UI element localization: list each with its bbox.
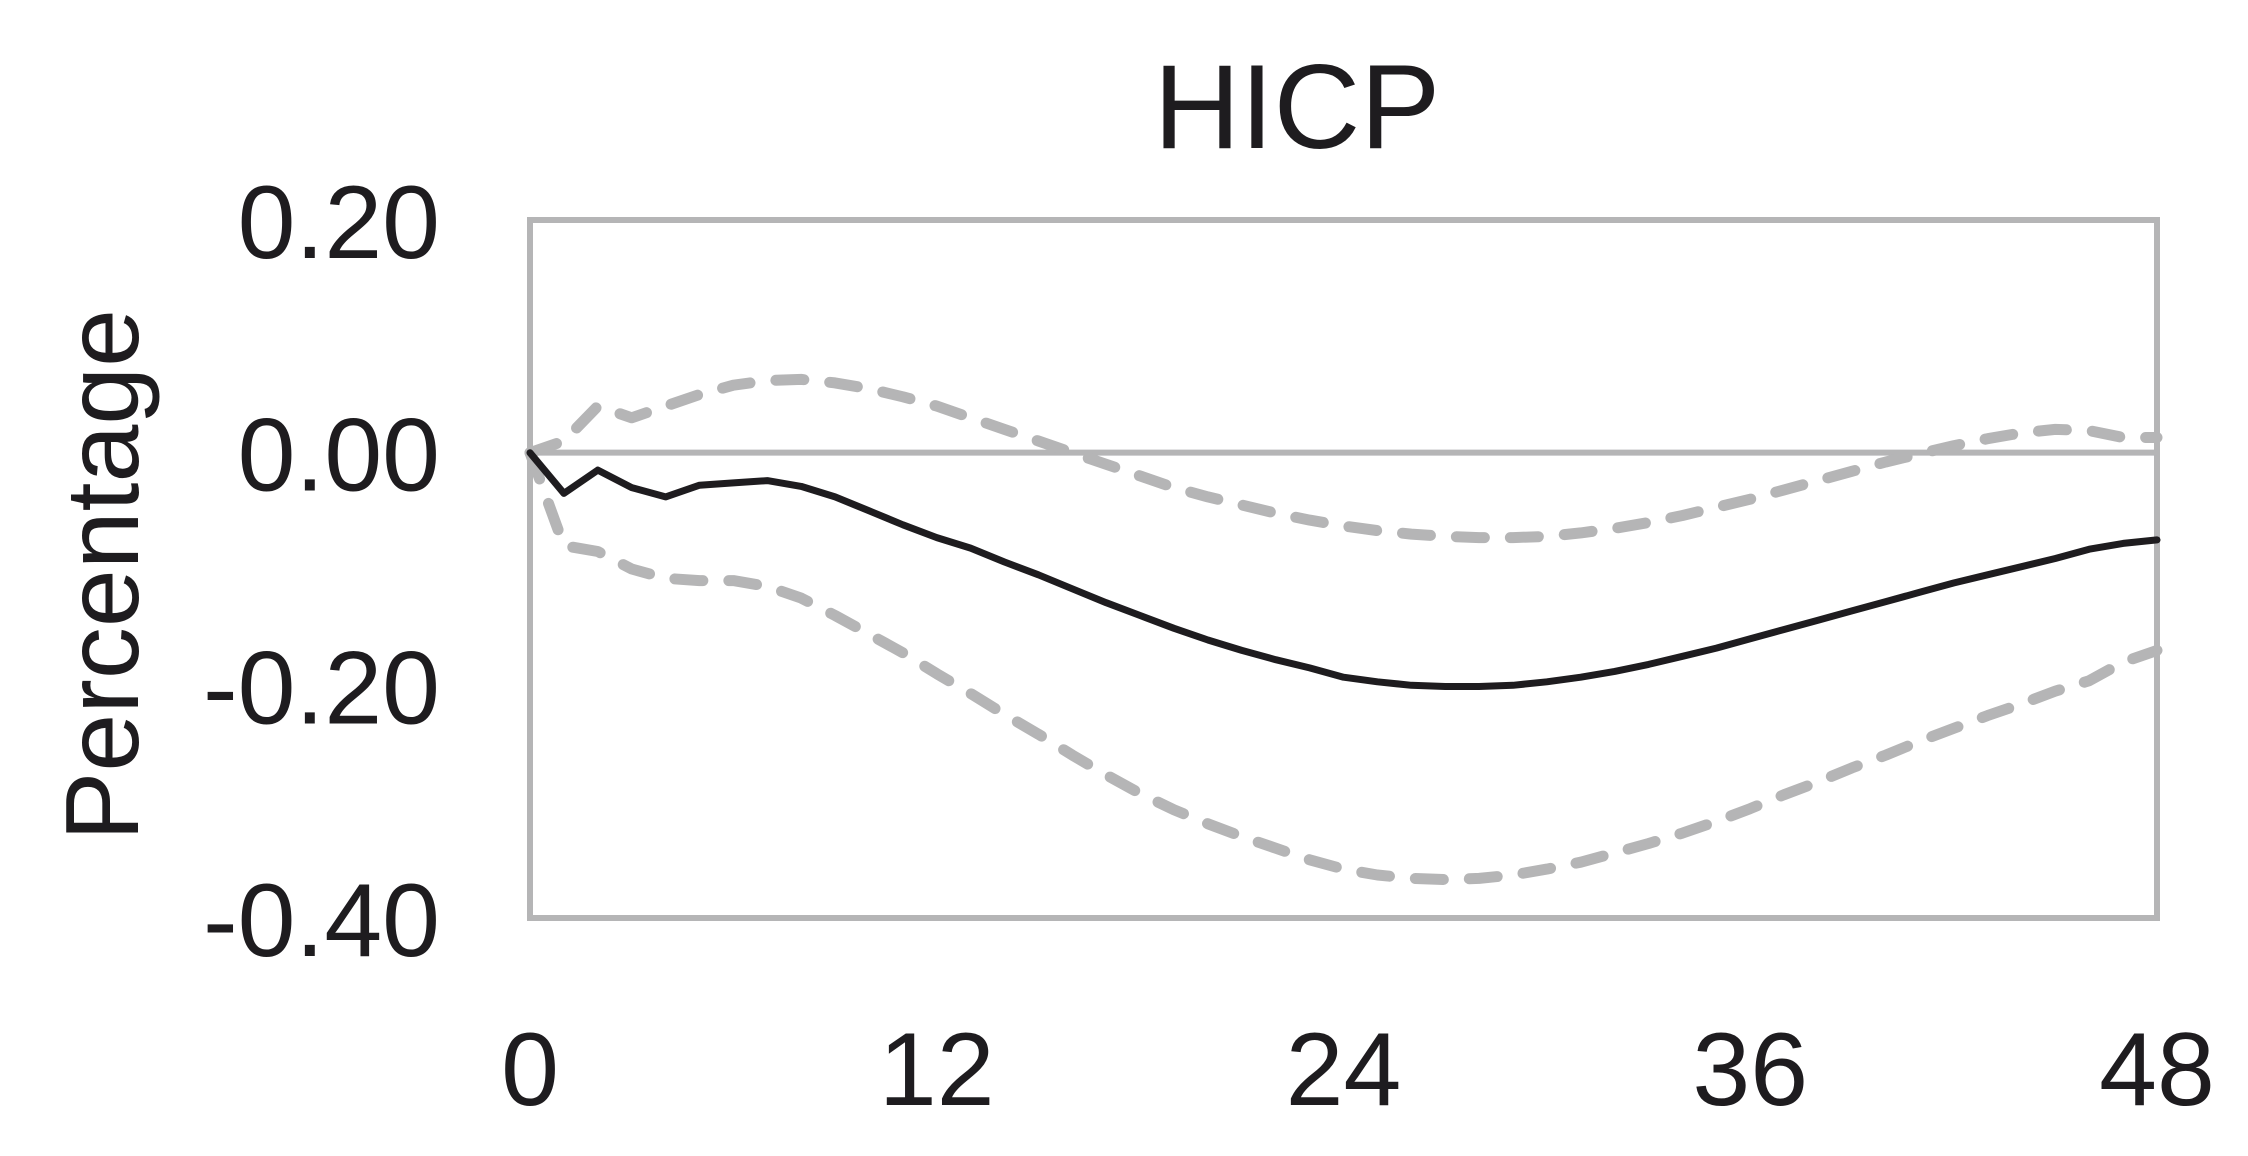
confidence-band-line [524, 447, 2163, 886]
plot-area: 0.20 0.00 -0.20 -0.40 0 12 24 36 48 [203, 165, 2215, 1128]
x-tick-label: 0 [501, 1012, 559, 1128]
x-tick-label: 36 [1692, 1012, 1808, 1128]
y-tick-label: -0.40 [203, 863, 440, 979]
y-tick-label: 0.00 [238, 398, 440, 514]
median-line [526, 449, 2161, 690]
y-tick-label: 0.20 [238, 165, 440, 281]
y-axis-label: Percentage [45, 309, 161, 841]
x-tick-label: 24 [1286, 1012, 1402, 1128]
confidence-band-line [524, 373, 2163, 544]
x-tick-label: 12 [879, 1012, 995, 1128]
plot-frame [527, 217, 2160, 921]
y-tick-label: -0.20 [203, 630, 440, 746]
chart-title: HICP [1154, 40, 1441, 174]
x-tick-label: 48 [2099, 1012, 2215, 1128]
